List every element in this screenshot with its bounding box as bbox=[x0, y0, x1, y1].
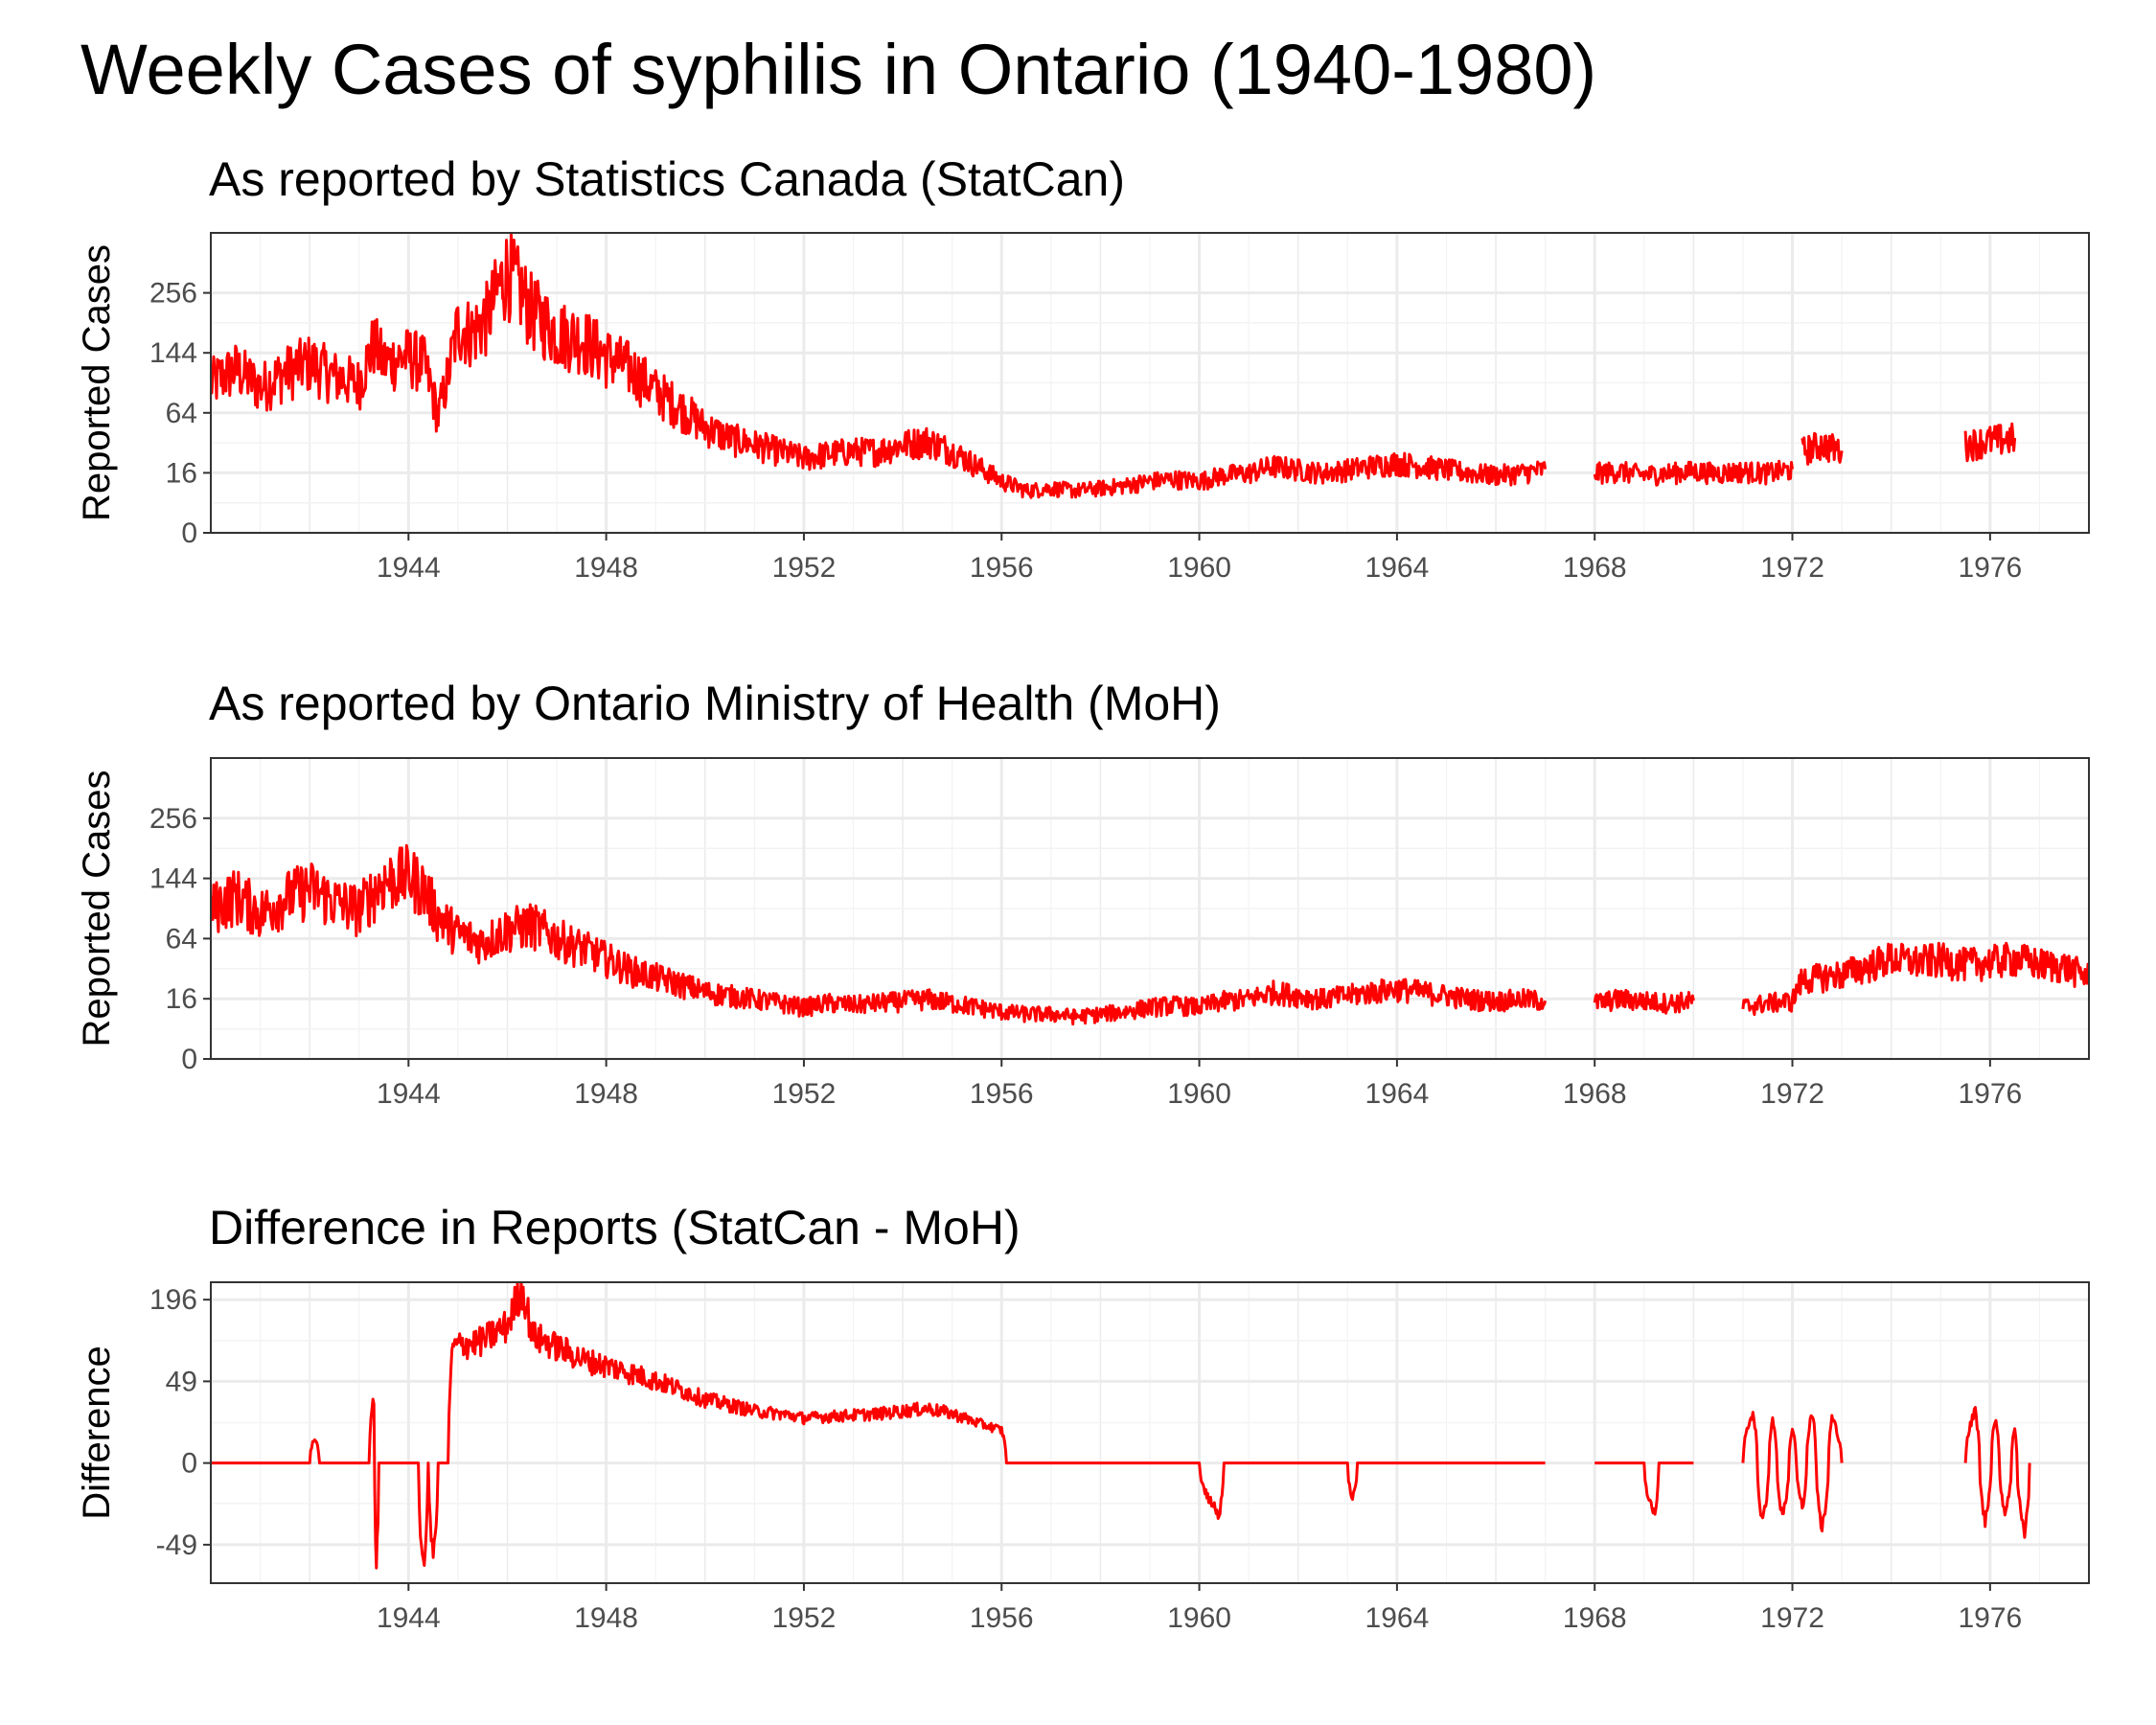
x-tick-label: 1948 bbox=[574, 552, 638, 584]
y-tick-label: 0 bbox=[181, 1044, 197, 1075]
x-tick-label: 1952 bbox=[772, 552, 837, 584]
y-tick-label: 64 bbox=[166, 398, 197, 429]
y-tick-label: 256 bbox=[149, 278, 197, 310]
x-tick-label: 1968 bbox=[1563, 1078, 1627, 1110]
y-tick-label: -49 bbox=[156, 1530, 197, 1561]
figure-title: Weekly Cases of syphilis in Ontario (194… bbox=[80, 30, 1597, 109]
series-line-0 bbox=[211, 1282, 1547, 1570]
plot-border bbox=[210, 232, 2090, 534]
y-axis-title: Reported Cases bbox=[76, 244, 118, 521]
y-axis-title: Difference bbox=[76, 1346, 118, 1520]
x-tick-label: 1960 bbox=[1167, 1078, 1231, 1110]
y-tick-label: 49 bbox=[166, 1366, 197, 1397]
x-tick-label: 1976 bbox=[1958, 1602, 2022, 1634]
x-tick-label: 1944 bbox=[377, 1602, 441, 1634]
series-line-0 bbox=[211, 233, 1548, 499]
y-tick-label: 0 bbox=[181, 518, 197, 549]
plot-border bbox=[210, 757, 2090, 1060]
series-line-1 bbox=[1593, 459, 1794, 487]
x-tick-label: 1956 bbox=[970, 1602, 1034, 1634]
panel-title-moh: As reported by Ontario Ministry of Healt… bbox=[209, 677, 1221, 730]
x-tick-label: 1964 bbox=[1365, 1078, 1430, 1110]
y-axis-title: Reported Cases bbox=[76, 770, 118, 1046]
x-tick-label: 1948 bbox=[574, 1602, 638, 1634]
x-tick-label: 1964 bbox=[1365, 552, 1430, 584]
series-line-2 bbox=[1800, 431, 1844, 466]
y-tick-label: 16 bbox=[166, 457, 197, 489]
panel-title-difference: Difference in Reports (StatCan - MoH) bbox=[209, 1201, 1021, 1254]
y-tick-label: 0 bbox=[181, 1448, 197, 1480]
y-tick-label: 144 bbox=[149, 337, 197, 369]
x-tick-label: 1968 bbox=[1563, 1602, 1627, 1634]
x-tick-label: 1960 bbox=[1167, 1602, 1231, 1634]
x-tick-label: 1948 bbox=[574, 1078, 638, 1110]
series-line-3 bbox=[1963, 422, 2017, 463]
x-tick-label: 1952 bbox=[772, 1602, 837, 1634]
x-tick-label: 1956 bbox=[970, 552, 1034, 584]
y-tick-label: 256 bbox=[149, 803, 197, 835]
panel-1: 256 144 64 16 0 1944 1948 1952 1956 1960 1964 1968 1… bbox=[76, 757, 2090, 1110]
x-tick-label: 1960 bbox=[1167, 552, 1231, 584]
x-tick-label: 1972 bbox=[1760, 552, 1824, 584]
x-tick-label: 1972 bbox=[1760, 1602, 1824, 1634]
x-tick-label: 1968 bbox=[1563, 552, 1627, 584]
panel-title-statcan: As reported by Statistics Canada (StatCa… bbox=[209, 152, 1126, 206]
x-tick-label: 1976 bbox=[1958, 552, 2022, 584]
series-line-3 bbox=[1963, 1406, 2031, 1539]
x-tick-label: 1976 bbox=[1958, 1078, 2022, 1110]
series-line-1 bbox=[1594, 1461, 1694, 1516]
x-tick-label: 1956 bbox=[970, 1078, 1034, 1110]
x-tick-label: 1972 bbox=[1760, 1078, 1824, 1110]
x-tick-label: 1964 bbox=[1365, 1602, 1430, 1634]
series-line-2 bbox=[1741, 1411, 1844, 1533]
x-tick-label: 1952 bbox=[772, 1078, 837, 1110]
y-tick-label: 16 bbox=[166, 983, 197, 1015]
series-line-2 bbox=[1741, 941, 2089, 1017]
series-line-1 bbox=[1593, 988, 1695, 1015]
series-line-0 bbox=[211, 843, 1548, 1026]
y-tick-label: 144 bbox=[149, 863, 197, 895]
panel-0: 256 144 64 16 0 1944 1948 1952 1956 1960 1964 1968 1… bbox=[76, 232, 2090, 584]
y-tick-label: 196 bbox=[149, 1284, 197, 1316]
plot-border bbox=[210, 1281, 2090, 1584]
x-tick-label: 1944 bbox=[377, 552, 441, 584]
x-tick-label: 1944 bbox=[377, 1078, 441, 1110]
y-tick-label: 64 bbox=[166, 923, 197, 954]
panel-2: 196 49 0 -49 1944 1948 1952 1956 1960 1964 1968 197… bbox=[76, 1281, 2090, 1634]
